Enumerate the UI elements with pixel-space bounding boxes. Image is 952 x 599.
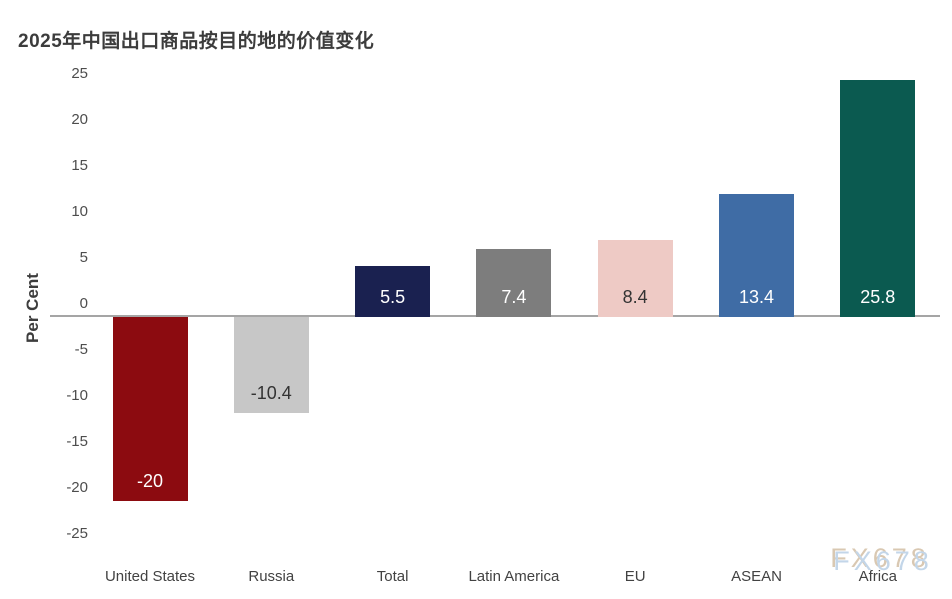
y-tick-label: 20 (71, 111, 88, 128)
bar-value-label-latin-america: 7.4 (501, 287, 527, 307)
y-tick-label: -20 (66, 479, 88, 496)
watermark: FX678 (833, 546, 933, 576)
y-tick-label: 25 (71, 65, 88, 82)
bar-value-label-africa: 25.8 (860, 287, 896, 307)
x-category-label-eu: EU (624, 568, 646, 585)
x-category-label-russia: Russia (248, 568, 295, 585)
y-tick-label: 0 (79, 295, 88, 312)
y-tick-label: -15 (66, 433, 88, 450)
bar-united-states (112, 317, 188, 501)
bar-value-label-russia: -10.4 (250, 382, 292, 403)
y-tick-label: -5 (74, 341, 88, 358)
bar-value-label-eu: 8.4 (622, 287, 648, 307)
y-tick-label: -25 (66, 525, 88, 542)
bar-latin-america (476, 248, 552, 317)
x-category-label-asean: ASEAN (731, 568, 782, 585)
x-category-label-united-states: United States (104, 568, 196, 585)
bar-value-label-asean: 13.4 (738, 287, 775, 307)
y-tick-label: -10 (66, 387, 88, 404)
y-tick-label: 10 (71, 203, 88, 220)
bar-value-label-united-states: -20 (136, 471, 163, 491)
chart-title: 2025年中国出口商品按目的地的价值变化 (18, 31, 375, 52)
bar-value-label-total: 5.5 (380, 287, 406, 307)
bar-russia (233, 317, 309, 413)
y-tick-label: 5 (79, 249, 88, 266)
x-category-label-total: Total (376, 568, 409, 585)
x-category-label-latin-america: Latin America (468, 568, 560, 585)
bar-total (355, 266, 431, 317)
x-category-label-africa: Africa (858, 568, 897, 585)
y-tick-label: 15 (71, 157, 88, 174)
bar-africa (840, 79, 916, 317)
bar-eu (597, 239, 673, 317)
bar-asean (719, 193, 794, 317)
